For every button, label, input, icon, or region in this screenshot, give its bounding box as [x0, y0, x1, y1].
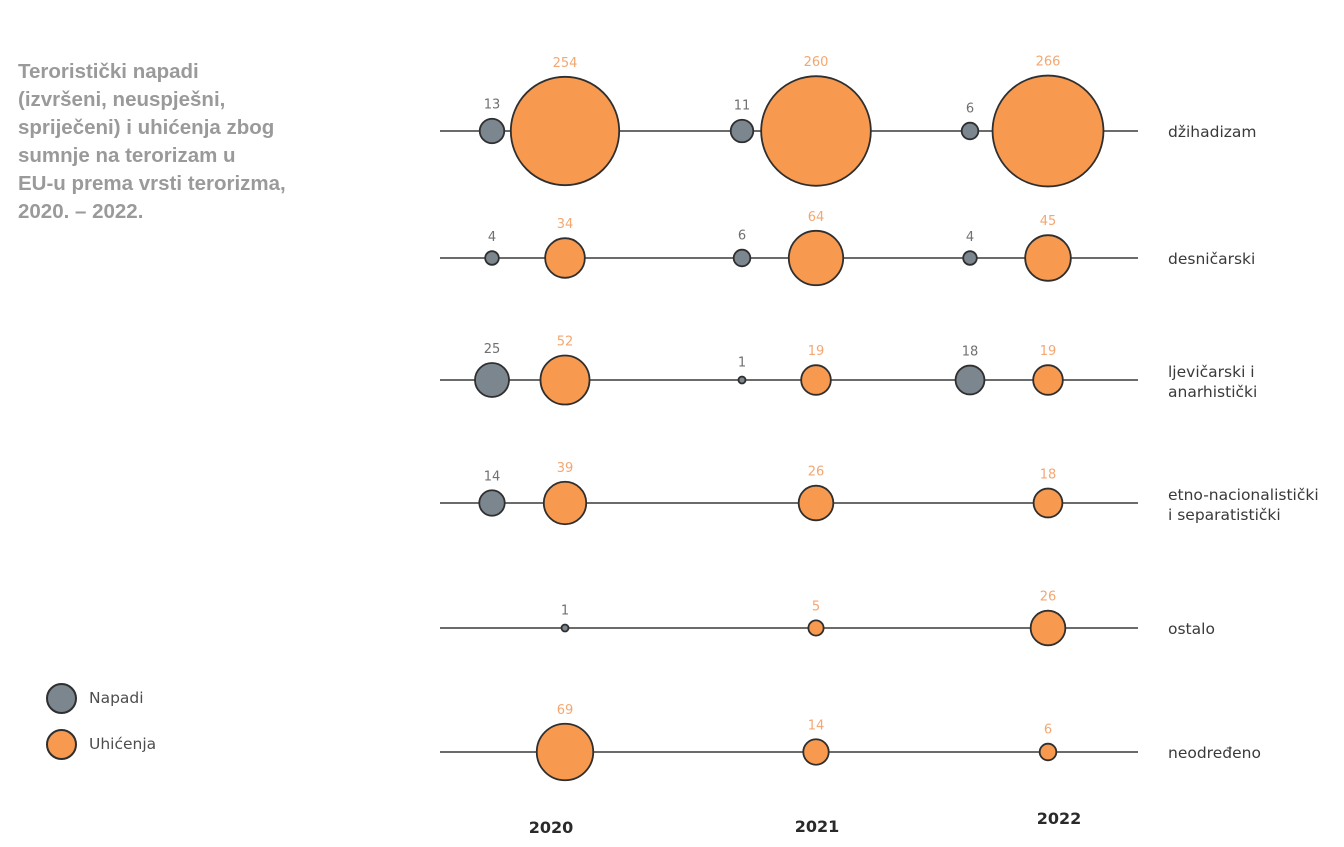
uhicenja-value-label: 26 — [808, 465, 825, 480]
row-label: ostalo — [1168, 620, 1215, 638]
napadi-bubble — [960, 121, 980, 141]
uhicenja-value-label: 266 — [1036, 55, 1061, 70]
legend-item-napadi: Napadi — [46, 680, 156, 716]
uhicenja-value-label: 52 — [557, 334, 574, 349]
napadi-value-label: 6 — [738, 229, 746, 244]
title-line: sumnje na terorizam u — [18, 144, 236, 167]
uhicenja-value-label: 14 — [808, 718, 825, 733]
napadi-bubble — [732, 248, 752, 268]
uhicenja-bubble — [1024, 234, 1072, 282]
uhicenja-bubble — [787, 229, 845, 287]
uhicenja-bubble — [509, 75, 621, 187]
napadi-swatch — [46, 682, 77, 714]
napadi-bubble — [474, 362, 510, 398]
uhicenja-bubble — [807, 619, 825, 637]
uhicenja-bubble — [991, 74, 1105, 188]
uhicenja-bubble — [760, 75, 872, 187]
year-label: 2020 — [529, 818, 574, 837]
uhicenja-value-label: 45 — [1040, 214, 1057, 229]
uhicenja-bubble — [539, 354, 591, 406]
uhicenja-bubble — [560, 623, 570, 633]
napadi-bubble — [478, 489, 506, 517]
uhicenja-value-label: 26 — [1040, 590, 1057, 605]
uhicenja-bubble — [802, 738, 830, 766]
row-label: ljevičarski i — [1168, 363, 1255, 381]
uhicenja-value-label: 39 — [557, 461, 574, 476]
uhicenja-bubble — [1038, 742, 1058, 762]
uhicenja-bubble — [797, 484, 835, 522]
uhicenja-value-label: 34 — [557, 217, 574, 232]
row-label: etno-nacionalistički — [1168, 486, 1319, 504]
napadi-value-label: 25 — [484, 342, 501, 357]
row-label: džihadizam — [1168, 123, 1256, 141]
uhicenja-value-label: 64 — [808, 210, 825, 225]
uhicenja-value-label: 6 — [1044, 723, 1052, 738]
legend: Napadi Uhićenja — [46, 680, 156, 772]
napadi-bubble — [484, 250, 500, 266]
napadi-value-label: 1 — [738, 356, 746, 371]
uhicenja-bubble — [542, 480, 588, 526]
napadi-bubble — [478, 117, 506, 145]
legend-label-uhicenja: Uhićenja — [89, 735, 157, 753]
napadi-value-label: 6 — [966, 102, 974, 117]
uhicenja-bubble — [1032, 487, 1064, 519]
uhicenja-value-label: 19 — [1040, 344, 1057, 359]
uhicenja-value-label: 69 — [557, 703, 574, 718]
napadi-bubble — [729, 118, 755, 144]
uhicenja-bubble — [800, 364, 832, 396]
row-label: anarhistički — [1168, 383, 1257, 401]
uhicenja-value-label: 18 — [1040, 468, 1057, 483]
napadi-value-label: 18 — [962, 345, 979, 360]
uhicenja-bubble — [535, 722, 595, 782]
napadi-bubble — [954, 364, 986, 396]
uhicenja-value-label: 1 — [561, 604, 569, 619]
uhicenja-bubble — [544, 237, 586, 279]
title-line: EU-u prema vrsti terorizma, — [18, 172, 286, 195]
uhicenja-bubble — [1032, 364, 1064, 396]
title-line: Teroristički napadi — [18, 60, 199, 83]
napadi-value-label: 13 — [484, 98, 501, 113]
year-label: 2022 — [1037, 809, 1082, 828]
uhicenja-value-label: 5 — [812, 599, 820, 614]
row-label: desničarski — [1168, 250, 1255, 268]
napadi-bubble — [737, 375, 747, 385]
year-label: 2021 — [795, 817, 840, 836]
legend-label-napadi: Napadi — [89, 689, 144, 707]
napadi-value-label: 11 — [734, 99, 751, 114]
uhicenja-bubble — [1029, 609, 1067, 647]
uhicenja-value-label: 260 — [804, 55, 829, 70]
title-line: 2020. – 2022. — [18, 200, 144, 223]
title-line: spriječeni) i uhićenja zbog — [18, 116, 275, 139]
napadi-value-label: 14 — [484, 469, 501, 484]
title-line: (izvršeni, neuspješni, — [18, 88, 226, 111]
napadi-value-label: 4 — [488, 230, 496, 245]
uhicenja-swatch — [46, 728, 77, 760]
uhicenja-value-label: 19 — [808, 344, 825, 359]
row-label: neodređeno — [1168, 744, 1261, 762]
uhicenja-value-label: 254 — [553, 56, 578, 71]
chart-title: Teroristički napadi (izvršeni, neuspješn… — [18, 58, 348, 226]
napadi-bubble — [962, 250, 978, 266]
napadi-value-label: 4 — [966, 230, 974, 245]
row-label: i separatistički — [1168, 506, 1281, 524]
legend-item-uhicenja: Uhićenja — [46, 726, 156, 762]
